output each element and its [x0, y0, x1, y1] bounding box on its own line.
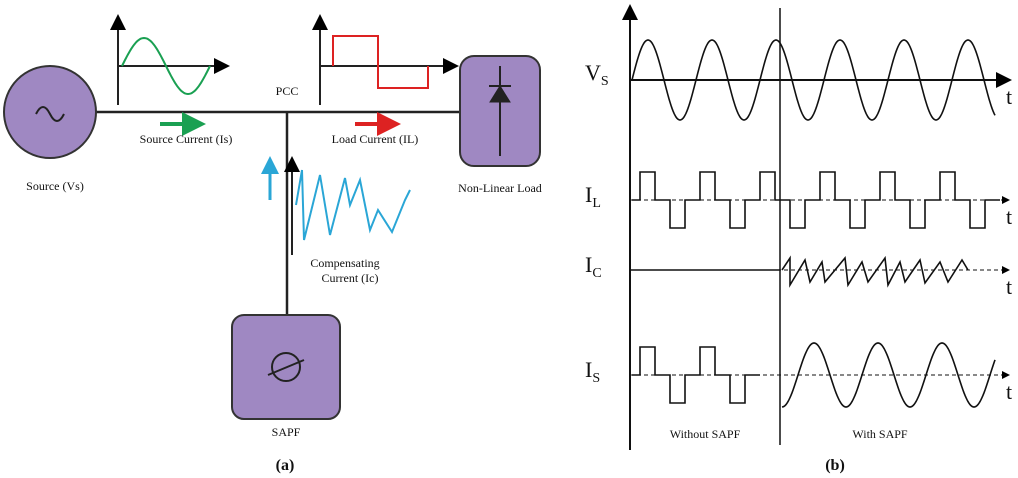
load-current-label: Load Current (IL)	[332, 132, 419, 146]
source-current-label: Source Current (Is)	[140, 132, 233, 146]
time-label: t	[1006, 274, 1012, 299]
sapf-label: SAPF	[272, 425, 301, 439]
signal-label: VS	[585, 60, 609, 89]
caption: (a)	[276, 457, 295, 474]
with-label: With SAPF	[852, 427, 908, 441]
without-label: Without SAPF	[670, 427, 741, 441]
panel-b	[622, 4, 1012, 450]
source-current-wave	[121, 36, 211, 96]
time-label: t	[1006, 204, 1012, 229]
load-label: Non-Linear Load	[458, 181, 542, 195]
compensating-label: Current (Ic)	[322, 271, 379, 285]
caption: (b)	[825, 457, 845, 474]
source-label: Source (Vs)	[26, 179, 84, 193]
time-label: t	[1006, 379, 1012, 404]
load-current-wave	[332, 35, 429, 89]
is-wave-square	[632, 346, 760, 404]
diode	[489, 85, 511, 103]
signal-label: IL	[585, 182, 601, 211]
signal-label: IC	[585, 252, 602, 281]
pcc-label: PCC	[276, 84, 299, 98]
time-label: t	[1006, 84, 1012, 109]
ic-wave	[630, 255, 969, 288]
is-wave-sine	[781, 342, 996, 408]
ac-symbol	[35, 106, 65, 122]
panel-a	[3, 14, 541, 420]
signal-label: IS	[585, 357, 600, 386]
igbt-line	[267, 359, 305, 376]
vs-wave	[631, 39, 996, 121]
il-wave	[632, 171, 1000, 229]
compensating-label: Compensating	[310, 256, 379, 270]
igbt-symbol	[271, 352, 301, 382]
compensating-wave	[295, 169, 411, 241]
